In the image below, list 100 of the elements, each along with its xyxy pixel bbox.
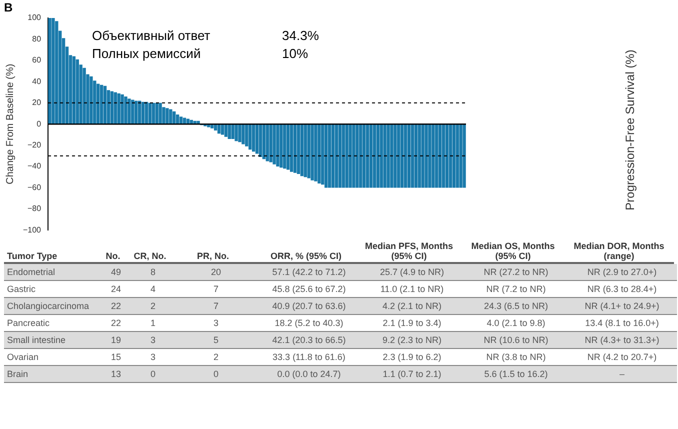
annotation: 10% [282,46,308,62]
bar [283,124,286,169]
text: 42.1 (20.3 to 66.5) [272,335,346,345]
category-label: PR, No. [170,240,256,263]
bar [106,90,110,124]
bar [280,124,283,168]
bar [269,124,272,162]
text: Endometrial [7,267,56,277]
text: 15 [110,352,121,362]
bar [110,91,114,124]
bar [134,100,138,124]
bar [372,124,376,188]
text: 33.3 (11.8 to 61.6) [272,352,346,362]
bar [48,18,52,124]
bar [124,96,128,124]
bar [76,59,79,124]
text: 5 [213,335,218,345]
bar [314,124,318,182]
bar [290,124,294,172]
bar [318,124,321,184]
bar [141,102,145,124]
bar [438,124,442,188]
bar [359,124,362,188]
text: Gastric [7,284,36,294]
text: Progression-Free Survival (%) [623,50,637,210]
bar [452,124,456,188]
y-tick-label: 40 [32,76,42,86]
text: 22 [110,318,121,328]
text: Brain [7,369,28,379]
y-tick-label: 20 [32,98,42,108]
category-label: Median DOR, Months (range) [564,240,674,263]
text: 4 [150,284,156,294]
bar [324,124,328,188]
bar [224,124,228,137]
annotation: Объективный ответ [92,28,210,44]
chart-title: B [4,0,13,14]
bar [272,124,276,164]
text: NR (6.3 to 28.4+) [587,284,657,294]
bar [128,98,131,124]
bar [328,124,332,188]
bar [345,124,348,188]
bar [93,80,96,124]
bar [166,108,169,124]
y-tick-label: 60 [32,56,42,65]
bar [248,124,252,150]
text: 13.4 (8.1 to 16.0+) [585,318,659,328]
bar [338,124,342,188]
bar [245,124,248,146]
category-label: Median OS, Months (95% CI) [462,240,564,263]
text: 19 [110,335,121,345]
bar [207,124,210,128]
bar [286,124,290,170]
text: 9.2 (2.3 to NR) [382,335,442,345]
text: NR (7.2 to NR) [486,284,546,294]
text: 2.1 (1.9 to 3.4) [382,318,442,328]
bar [369,124,373,188]
text: 5.6 (1.5 to 16.2) [484,369,548,379]
text: Small intestine [7,335,66,345]
bar [117,93,120,124]
bar [148,102,152,124]
bar [304,124,307,178]
bar [262,124,266,160]
bar [266,124,269,162]
text: 7 [213,301,218,311]
category-label: CR, No. [130,240,170,263]
bar [231,124,234,139]
text: 49 [110,267,121,277]
bar [310,124,314,180]
bar [386,124,390,188]
bar [414,124,418,188]
bar [448,124,452,188]
bar [300,124,304,176]
bar [131,100,134,124]
bar [331,124,335,188]
y-tick-label: −80 [27,204,42,214]
bar [459,124,462,188]
category-label: ORR, % (95% CI) [256,240,356,263]
text: 4.2 (2.1 to NR) [382,301,442,311]
text: 40.9 (20.7 to 63.6) [272,301,346,311]
bar [390,124,394,188]
text: 2 [213,352,218,362]
bar [276,124,280,167]
bar [258,124,262,157]
text: 57.1 (42.2 to 71.2) [272,267,346,277]
bar [407,124,411,188]
bar [462,124,466,188]
text: 13 [110,369,121,379]
text: 0 [213,369,218,379]
bar [55,21,58,124]
bar [307,124,310,178]
bar [100,84,104,124]
bar [82,68,86,124]
category-label: No. [96,240,130,263]
category-label: Tumor Type [4,240,96,263]
bar [228,124,231,139]
bar [96,84,100,124]
text: NR (4.1+ to 24.9+) [584,301,660,311]
text: 4.0 (2.1 to 9.8) [486,318,546,328]
bar [421,124,424,188]
bar [252,124,256,152]
